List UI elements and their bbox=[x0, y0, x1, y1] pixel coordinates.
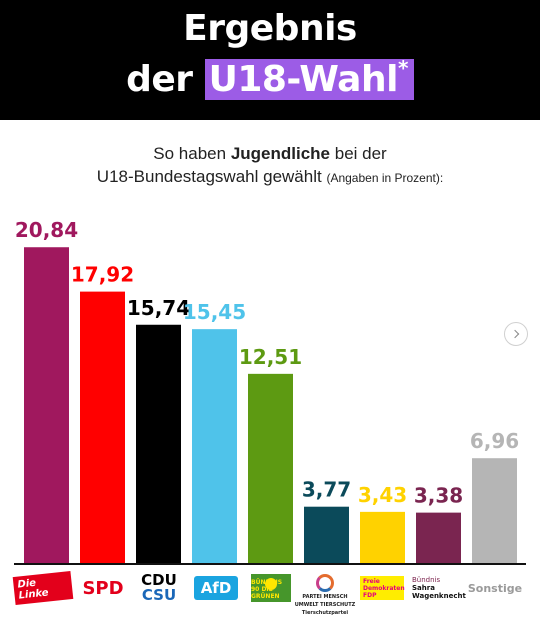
logo-spd: SPD bbox=[74, 570, 132, 606]
value-label-7: 3,38 bbox=[414, 484, 463, 508]
logo-fdp: Freie Demokraten FDP bbox=[356, 570, 408, 606]
subtitle-line1: So haben Jugendliche bei der bbox=[0, 142, 540, 165]
bar-8 bbox=[472, 458, 517, 564]
bar-5 bbox=[304, 506, 349, 564]
value-label-5: 3,77 bbox=[302, 478, 351, 502]
logo-cdu-csu: CDU CSU bbox=[130, 570, 188, 606]
subtitle-line2-text: U18-Bundestagswahl gewählt bbox=[96, 167, 322, 186]
subtitle-part2: bei der bbox=[334, 144, 387, 163]
header-title-line2: der U18-Wahl* bbox=[0, 56, 540, 100]
bar-4 bbox=[248, 373, 293, 564]
logo-cdu-text: CDU bbox=[141, 571, 177, 589]
logo-die-linke: Die Linke bbox=[12, 570, 74, 606]
tierschutz-icon bbox=[316, 574, 334, 592]
value-label-2: 15,74 bbox=[127, 296, 190, 320]
logo-fdp-line3: FDP bbox=[363, 591, 377, 599]
sunflower-icon: BÜNDNIS 90 DIE GRÜNEN bbox=[251, 574, 291, 602]
subtitle-note: (Angaben in Prozent): bbox=[326, 171, 444, 185]
header-title-line1: Ergebnis bbox=[183, 8, 357, 49]
value-label-4: 12,51 bbox=[239, 345, 302, 369]
value-label-1: 17,92 bbox=[71, 263, 134, 287]
bar-0 bbox=[24, 247, 69, 564]
value-label-8: 6,96 bbox=[470, 429, 519, 453]
logo-fdp-box: Freie Demokraten FDP bbox=[360, 576, 405, 600]
header-banner: Ergebnis der U18-Wahl* bbox=[0, 0, 540, 120]
bar-3 bbox=[192, 329, 237, 564]
subtitle-line2: U18-Bundestagswahl gewählt (Angaben in P… bbox=[0, 165, 540, 190]
logo-afd-text: AfD bbox=[193, 576, 239, 600]
logo-afd: AfD bbox=[187, 570, 245, 606]
logo-tierschutz-line3: Tierschutzpartei bbox=[301, 610, 349, 616]
header-asterisk: * bbox=[397, 56, 408, 80]
bar-7 bbox=[416, 512, 461, 564]
logo-tierschutz-line2: UMWELT TIERSCHUTZ bbox=[294, 602, 356, 608]
value-label-3: 15,45 bbox=[183, 300, 246, 324]
header-title-highlight: U18-Wahl* bbox=[204, 56, 414, 100]
logo-bsw: Bündnis Sahra Wagenknecht bbox=[412, 570, 466, 606]
logo-fdp-line1: Freie bbox=[363, 577, 380, 585]
logo-die-linke-text: Die Linke bbox=[12, 571, 74, 605]
logo-gruene-text: BÜNDNIS 90 DIE GRÜNEN bbox=[251, 579, 283, 600]
chart-subtitle: So haben Jugendliche bei der U18-Bundest… bbox=[0, 142, 540, 190]
header-highlight-text: U18-Wahl bbox=[208, 59, 399, 100]
next-slide-button[interactable] bbox=[504, 322, 528, 346]
logo-fdp-line2: Demokraten bbox=[363, 584, 405, 592]
logo-tierschutzpartei: PARTEI MENSCH UMWELT TIERSCHUTZ Tierschu… bbox=[294, 570, 356, 620]
logo-tierschutz-line1: PARTEI MENSCH bbox=[302, 594, 348, 600]
logo-bsw-line2: Sahra bbox=[412, 584, 435, 592]
bar-1 bbox=[80, 291, 125, 564]
logo-csu-text: CSU bbox=[141, 586, 177, 604]
logo-bsw-line1: Bündnis bbox=[412, 576, 441, 584]
value-label-6: 3,43 bbox=[358, 483, 407, 507]
bar-6 bbox=[360, 511, 405, 564]
logo-gruene: BÜNDNIS 90 DIE GRÜNEN bbox=[242, 570, 300, 606]
bars-group bbox=[24, 247, 517, 564]
subtitle-bold: Jugendliche bbox=[230, 144, 330, 163]
value-label-0: 20,84 bbox=[15, 218, 78, 242]
subtitle-part1: So haben bbox=[153, 144, 227, 163]
logo-spd-text: SPD bbox=[82, 577, 124, 599]
logo-sonstige: Sonstige bbox=[464, 570, 526, 606]
bar-2 bbox=[136, 324, 181, 564]
logo-sonstige-text: Sonstige bbox=[467, 581, 523, 595]
logo-bsw-line3: Wagenknecht bbox=[412, 592, 466, 600]
header-title-prefix: der bbox=[126, 59, 193, 100]
